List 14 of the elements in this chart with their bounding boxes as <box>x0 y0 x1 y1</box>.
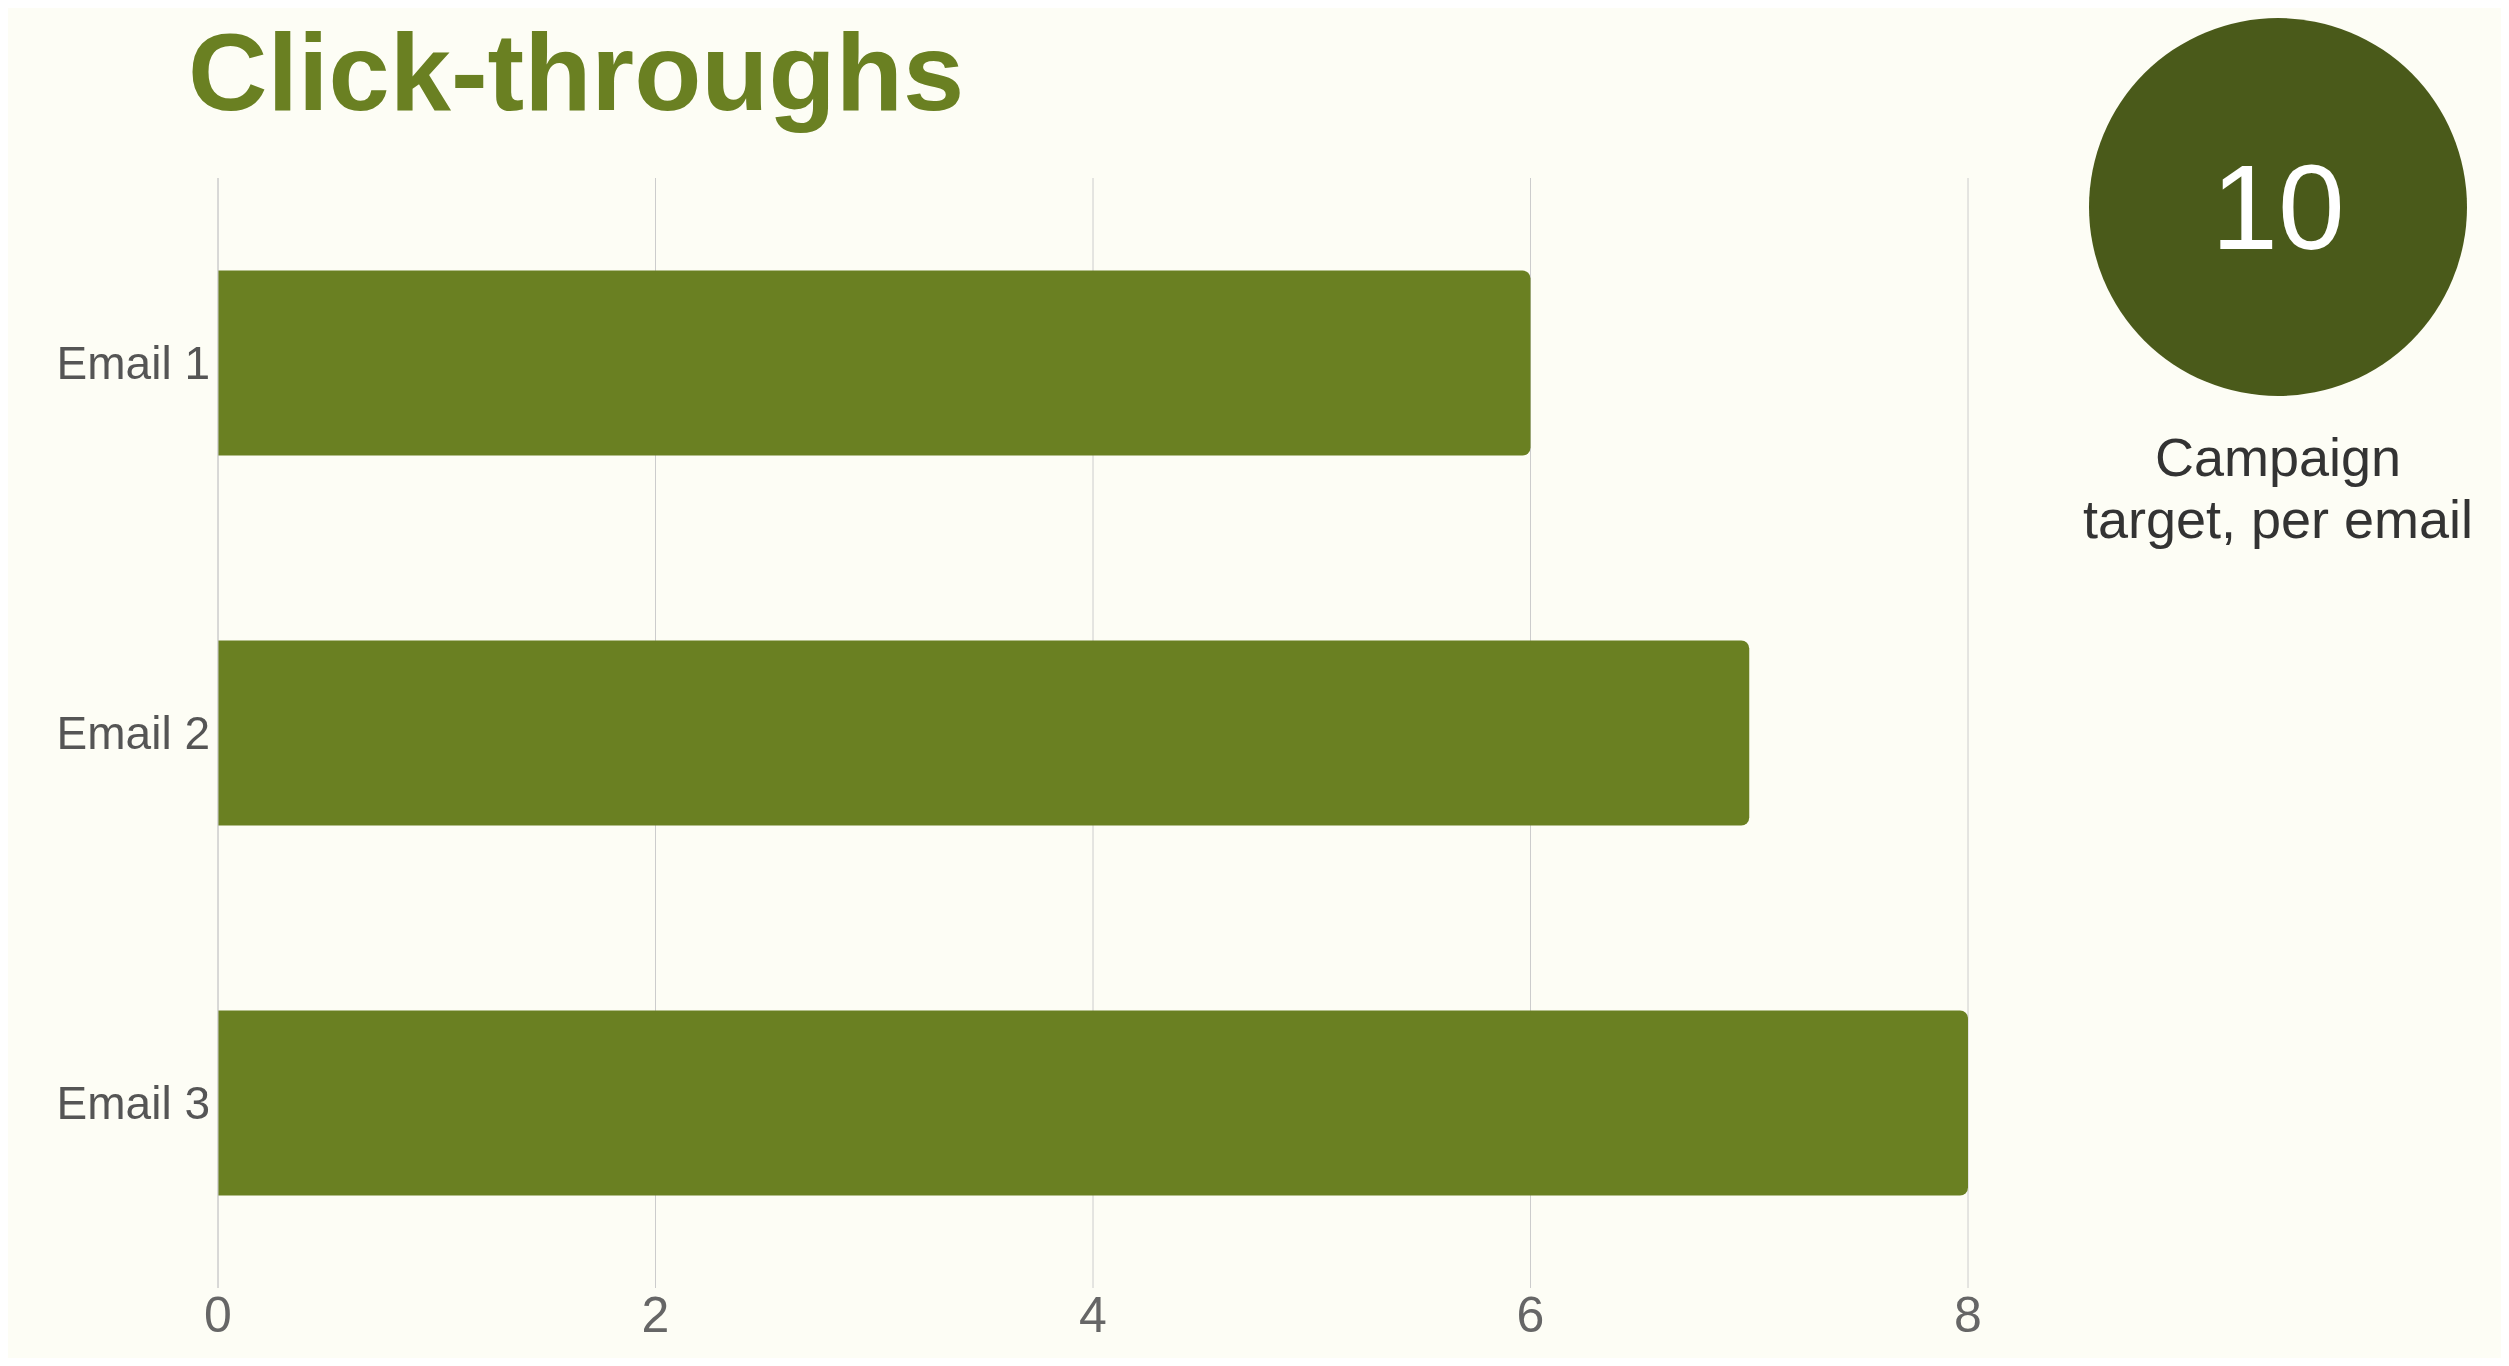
bar <box>218 640 1750 826</box>
x-tick-label: 8 <box>1954 1286 1982 1343</box>
bar <box>218 1010 1968 1196</box>
y-tick-label: Email 2 <box>56 707 210 760</box>
chart-title: Click-throughs <box>188 9 965 135</box>
y-tick-label: Email 3 <box>56 1077 210 1130</box>
text: Campaign target, per email <box>2081 426 2475 550</box>
bar <box>218 270 1531 456</box>
x-tick-label: 2 <box>641 1286 670 1343</box>
x-tick-label: 0 <box>204 1286 232 1343</box>
circle: 10 <box>2089 18 2467 396</box>
y-tick-label: Email 1 <box>56 337 210 390</box>
x-tick-label: 4 <box>1079 1286 1107 1343</box>
x-tick-label: 6 <box>1516 1286 1545 1343</box>
